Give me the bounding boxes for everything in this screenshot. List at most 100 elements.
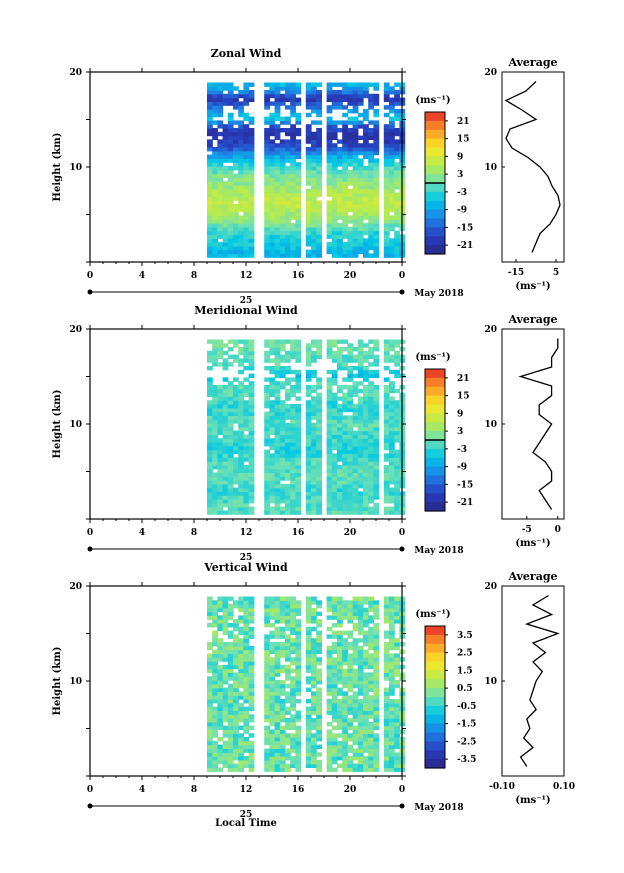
- heatmap-cell: [373, 112, 380, 118]
- heatmap-cell: [274, 607, 281, 613]
- heatmap-cell: [222, 438, 229, 443]
- heatmap-cell: [227, 426, 234, 432]
- heatmap-cell: [389, 347, 395, 352]
- heatmap-cell: [222, 510, 229, 515]
- heatmap-cell: [238, 400, 244, 405]
- heatmap-cell: [295, 347, 302, 352]
- heatmap-cell: [316, 204, 322, 209]
- colorbar-step: [425, 138, 445, 149]
- heatmap-cell: [316, 449, 322, 454]
- heatmap-cell: [269, 611, 276, 616]
- heatmap-cell: [233, 680, 239, 685]
- heatmap-cell: [279, 714, 286, 719]
- heatmap-cell: [342, 607, 348, 613]
- heatmap-cell: [285, 147, 291, 152]
- heatmap-cell: [347, 461, 354, 466]
- heatmap-cell: [337, 657, 343, 662]
- heatmap-cell: [222, 729, 229, 734]
- heatmap-cell: [368, 181, 374, 186]
- heatmap-cell: [305, 173, 312, 178]
- x-tick-label: 16: [292, 785, 305, 795]
- heatmap-cell: [363, 404, 369, 409]
- heatmap-cell: [342, 423, 348, 428]
- heatmap-cell: [389, 173, 395, 178]
- heatmap-cell: [212, 162, 218, 167]
- heatmap-cell: [285, 676, 291, 681]
- heatmap-cell: [233, 729, 239, 734]
- heatmap-cell: [212, 404, 218, 409]
- heatmap-cell: [217, 407, 224, 413]
- heatmap-cell: [243, 97, 250, 102]
- heatmap-cell: [285, 423, 291, 428]
- heatmap-cell: [290, 748, 296, 753]
- heatmap-cell: [357, 407, 364, 413]
- colorbar-tick-label: 9: [457, 409, 463, 419]
- heatmap-cell: [248, 457, 255, 462]
- heatmap-cell: [233, 419, 239, 424]
- heatmap-cell: [331, 438, 338, 443]
- heatmap-cell: [217, 90, 224, 95]
- heatmap-cell: [311, 234, 317, 239]
- heatmap-cell: [326, 124, 333, 129]
- heatmap-cell: [243, 495, 250, 500]
- heatmap-cell: [227, 695, 234, 700]
- heatmap-cell: [233, 158, 239, 163]
- heatmap-cell: [285, 369, 291, 375]
- heatmap-cell: [357, 499, 364, 504]
- heatmap-cell: [279, 358, 286, 363]
- heatmap-cell: [394, 362, 400, 367]
- heatmap-cell: [342, 642, 348, 647]
- heatmap-cell: [295, 457, 302, 462]
- heatmap-cell: [243, 385, 250, 390]
- heatmap-cell: [207, 445, 213, 451]
- heatmap-cell: [305, 207, 312, 213]
- heatmap-cell: [331, 664, 338, 670]
- heatmap-cell: [285, 358, 291, 363]
- heatmap-cell: [212, 759, 218, 765]
- heatmap-cell: [217, 683, 224, 689]
- heatmap-cell: [222, 181, 229, 186]
- heatmap-cell: [394, 373, 400, 378]
- x-tick-label: 0: [399, 271, 405, 281]
- heatmap-cell: [311, 653, 317, 658]
- heatmap-cell: [373, 97, 380, 102]
- heatmap-cell: [352, 147, 359, 152]
- colorbar-step: [425, 386, 445, 397]
- heatmap-cell: [383, 604, 390, 609]
- heatmap-cell: [305, 510, 312, 515]
- heatmap-cell: [243, 93, 250, 99]
- colorbar-step: [425, 218, 445, 228]
- heatmap-cell: [207, 388, 213, 394]
- heatmap-cell: [342, 120, 348, 125]
- heatmap-cell: [352, 748, 359, 753]
- heatmap-cell: [233, 249, 239, 255]
- heatmap-cell: [264, 181, 270, 186]
- heatmap-cell: [373, 143, 380, 148]
- heatmap-cell: [368, 596, 374, 601]
- heatmap-cell: [337, 748, 343, 753]
- heatmap-cell: [316, 645, 322, 651]
- heatmap-cell: [363, 124, 369, 129]
- heatmap-cell: [290, 93, 296, 99]
- heatmap-cell: [347, 718, 354, 723]
- heatmap-cell: [264, 245, 270, 251]
- heatmap-cell: [279, 245, 286, 251]
- heatmap-cell: [389, 150, 395, 156]
- heatmap-cell: [389, 683, 395, 689]
- heatmap-cell: [337, 699, 343, 704]
- heatmap-cell: [305, 752, 312, 757]
- heatmap-cell: [207, 600, 213, 605]
- heatmap-cell: [331, 600, 338, 605]
- heatmap-cell: [316, 423, 322, 428]
- heatmap-cell: [363, 510, 369, 515]
- heatmap-cell: [243, 116, 250, 121]
- heatmap-cell: [264, 147, 270, 152]
- heatmap-cell: [383, 645, 390, 651]
- heatmap-cell: [217, 457, 224, 462]
- heatmap-cell: [311, 461, 317, 466]
- heatmap-cell: [352, 135, 359, 140]
- heatmap-cell: [352, 373, 359, 378]
- heatmap-cell: [363, 181, 369, 186]
- heatmap-cell: [243, 729, 250, 734]
- heatmap-cell: [290, 135, 296, 140]
